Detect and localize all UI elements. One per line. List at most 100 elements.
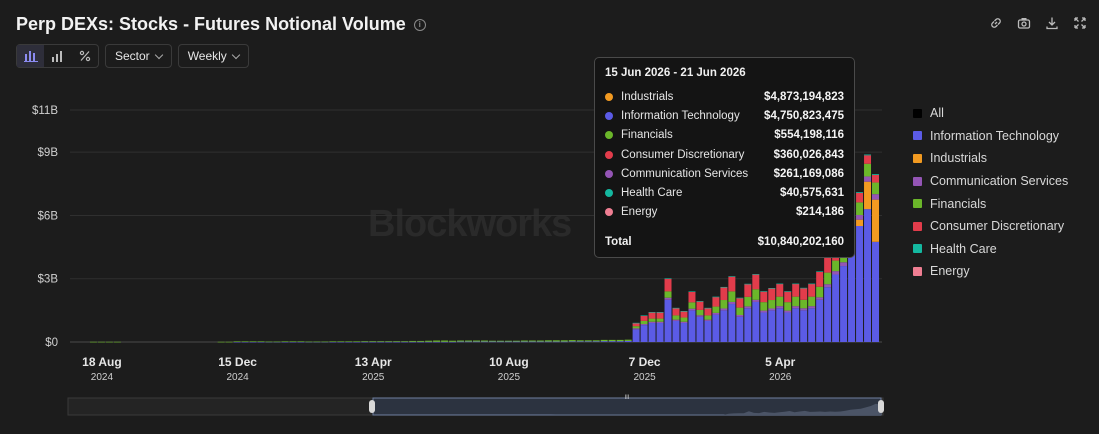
bar-segment <box>688 291 696 292</box>
bar-segment <box>688 310 696 342</box>
period-dropdown[interactable]: Weekly <box>177 44 249 68</box>
bar-segment <box>345 341 353 342</box>
bar-segment <box>648 323 656 342</box>
bar-segment <box>281 341 289 343</box>
bar-segment <box>289 341 297 342</box>
bar-segment <box>672 319 680 321</box>
bar-segment <box>496 341 504 343</box>
bar-segment <box>217 341 225 343</box>
bar-segment <box>824 287 832 342</box>
bar-segment <box>433 340 441 342</box>
bar-segment <box>241 341 249 343</box>
bar-segment <box>616 341 624 342</box>
stacked-bar-button[interactable] <box>44 45 71 67</box>
bar-segment <box>808 283 816 285</box>
bar-segment <box>712 306 720 313</box>
bar-segment <box>800 308 808 311</box>
legend-swatch <box>913 266 922 276</box>
bar-segment <box>305 341 313 343</box>
bar-segment <box>728 276 736 292</box>
bar-segment <box>712 314 720 342</box>
legend-item[interactable]: Health Care <box>913 238 1068 261</box>
bar-segment <box>257 341 265 343</box>
tooltip-total-label: Total <box>605 236 632 249</box>
bar-segment <box>584 340 592 342</box>
bar-segment <box>720 308 728 311</box>
bar-segment <box>856 192 864 193</box>
bar-segment <box>608 341 616 342</box>
chart-tooltip: 15 Jun 2026 - 21 Jun 2026 Industrials $4,… <box>594 57 855 258</box>
x-tick-label: 15 Dec <box>218 355 257 369</box>
camera-icon[interactable] <box>1017 16 1031 30</box>
bar-segment <box>736 298 744 308</box>
bar-segment <box>856 215 864 220</box>
bar-segment <box>784 310 792 313</box>
bar-segment <box>465 341 473 343</box>
bar-segment <box>576 341 584 342</box>
bar-segment <box>504 341 512 343</box>
bar-segment <box>744 306 752 309</box>
bar-segment <box>864 181 872 210</box>
bar-segment <box>249 341 257 343</box>
bar-segment <box>832 274 840 342</box>
bar-segment <box>752 299 760 302</box>
download-icon[interactable] <box>1045 16 1059 30</box>
bar-segment <box>800 287 808 289</box>
bar-segment <box>297 341 305 342</box>
bar-segment <box>329 341 337 343</box>
bar-chart-button[interactable] <box>17 45 44 67</box>
bar-segment <box>640 315 648 321</box>
legend-item[interactable]: Consumer Discretionary <box>913 215 1068 238</box>
bar-segment <box>417 341 425 343</box>
link-icon[interactable] <box>989 16 1003 30</box>
tooltip-row-name: Financials <box>621 129 673 142</box>
legend-item[interactable]: Energy <box>913 260 1068 283</box>
bar-segment <box>792 306 800 309</box>
bar-segment <box>696 315 704 317</box>
bar-segment <box>480 341 488 343</box>
bar-segment <box>768 288 776 301</box>
legend-item[interactable]: Industrials <box>913 147 1068 170</box>
tooltip-row-name: Health Care <box>621 187 683 200</box>
bar-segment <box>512 340 520 342</box>
bar-segment <box>792 308 800 342</box>
bar-segment <box>768 308 776 311</box>
bar-segment <box>856 192 864 203</box>
legend-swatch <box>913 153 922 163</box>
bar-segment <box>257 341 265 342</box>
legend-item[interactable]: Information Technology <box>913 125 1068 148</box>
navigator-grip: III <box>624 395 629 401</box>
bar-segment <box>872 182 879 195</box>
tooltip-dot <box>605 169 613 178</box>
bar-segment <box>824 272 832 285</box>
bar-segment <box>720 300 728 309</box>
info-icon[interactable]: i <box>413 18 426 31</box>
bar-segment <box>736 316 744 342</box>
chart-title: Perp DEXs: Stocks - Futures Notional Vol… <box>16 14 426 35</box>
bar-segment <box>712 296 720 298</box>
bar-segment <box>273 341 281 343</box>
bar-segment <box>864 209 872 342</box>
tooltip-dot <box>605 131 613 140</box>
y-tick-label: $0 <box>45 337 58 349</box>
bar-segment <box>97 341 105 343</box>
bar-segment <box>289 341 297 343</box>
legend-item[interactable]: Financials <box>913 192 1068 215</box>
y-tick-label: $3B <box>38 274 59 286</box>
legend-label: Industrials <box>930 151 987 166</box>
tooltip-row-name: Consumer Discretionary <box>621 148 745 161</box>
bar-segment <box>265 341 273 343</box>
bar-segment <box>648 318 656 322</box>
bar-segment <box>832 271 840 275</box>
bar-segment <box>337 341 345 342</box>
sector-dropdown[interactable]: Sector <box>105 44 172 68</box>
bar-segment <box>113 341 121 343</box>
expand-icon[interactable] <box>1073 16 1087 30</box>
bar-segment <box>369 341 377 342</box>
bar-segment <box>616 339 624 342</box>
percent-button[interactable] <box>71 45 98 67</box>
legend-item[interactable]: All <box>913 102 1068 125</box>
legend-item[interactable]: Communication Services <box>913 170 1068 193</box>
bar-segment <box>872 174 879 175</box>
